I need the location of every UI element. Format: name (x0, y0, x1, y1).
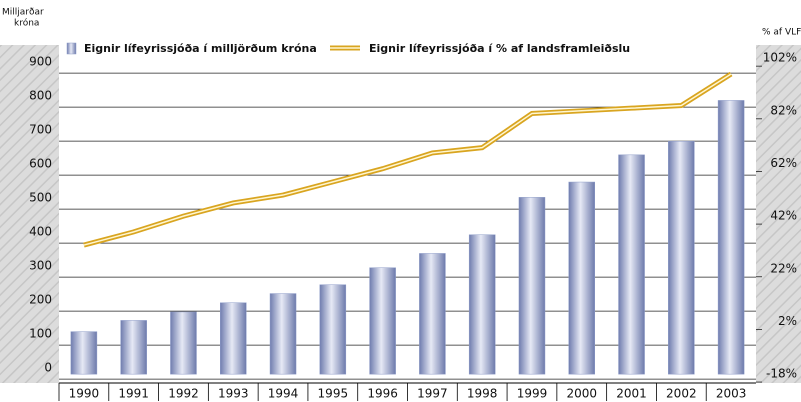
y2-tick-label: 2% (778, 314, 797, 328)
y-tick-label: 300 (29, 259, 52, 273)
y-tick-label: 200 (29, 293, 52, 307)
y-tick-label: 0 (44, 361, 52, 375)
bar (668, 140, 695, 375)
y2-tick-label: 82% (770, 103, 797, 117)
x-tick-label: 2000 (566, 387, 597, 401)
x-tick-label: 2003 (716, 387, 747, 401)
bar (369, 267, 396, 375)
y-axis-label: króna (14, 18, 39, 29)
y-tick-label: 500 (29, 191, 52, 205)
legend-swatch (66, 42, 77, 55)
bar (269, 293, 297, 375)
y-axis-label: Milljarðar (2, 8, 44, 18)
y2-axis-label: % af VLF (762, 28, 801, 38)
x-tick-label: 1992 (168, 387, 199, 401)
bar (120, 320, 147, 375)
x-tick-label: 1997 (417, 387, 448, 401)
y2-tick-label: 22% (770, 261, 797, 275)
bar (618, 154, 645, 375)
x-tick-label: 1998 (467, 387, 498, 401)
x-tick-label: 1999 (517, 387, 548, 401)
y-tick-label: 100 (29, 327, 52, 341)
y2-tick-label: 62% (770, 156, 797, 170)
x-tick-label: 1994 (268, 387, 299, 401)
y2-tick-label: -18% (766, 367, 797, 381)
x-tick-label: 1991 (118, 387, 149, 401)
bar (468, 234, 496, 375)
bar (518, 197, 546, 375)
bar (568, 181, 595, 375)
y-tick-label: 700 (29, 123, 52, 137)
legend-label: Eignir lífeyrissjóða í milljörðum króna (84, 42, 317, 55)
bar (220, 302, 247, 375)
left-panel (0, 45, 59, 383)
x-tick-label: 1993 (218, 387, 249, 401)
bar (717, 100, 745, 375)
x-tick-label: 1995 (318, 387, 349, 401)
x-tick-label: 1990 (69, 387, 100, 401)
y-tick-label: 900 (29, 55, 52, 69)
y-tick-label: 800 (29, 89, 52, 103)
x-tick-label: 1996 (367, 387, 398, 401)
legend-label: Eignir lífeyrissjóða í % af landsframlei… (369, 42, 630, 55)
bar (70, 331, 98, 375)
y2-tick-label: 102% (763, 51, 797, 65)
bar (419, 253, 446, 375)
line-inner (83, 73, 732, 246)
bar (170, 311, 197, 375)
y2-tick-label: 42% (770, 209, 797, 223)
bar (319, 284, 347, 375)
x-tick-label: 2002 (666, 387, 697, 401)
x-tick-label: 2001 (616, 387, 647, 401)
y-tick-label: 600 (29, 157, 52, 171)
y-tick-label: 400 (29, 225, 52, 239)
right-panel (756, 45, 801, 383)
